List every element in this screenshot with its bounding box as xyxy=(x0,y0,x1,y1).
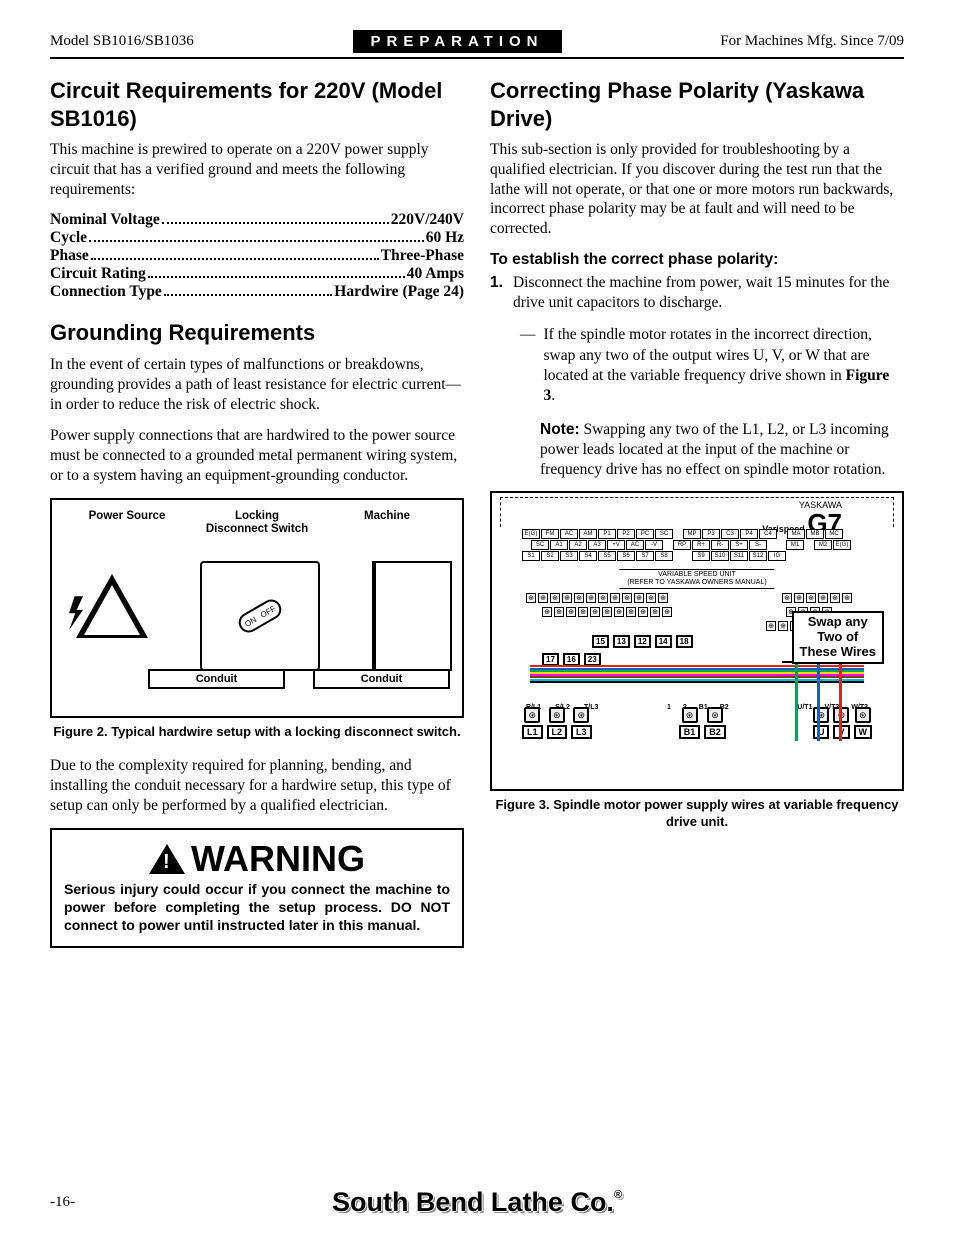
figure-3-caption: Figure 3. Spindle motor power supply wir… xyxy=(490,797,904,830)
conduit-left: Conduit xyxy=(148,669,285,689)
para-phase-intro: This sub-section is only provided for tr… xyxy=(490,140,904,239)
para-ground2: Power supply connections that are hardwi… xyxy=(50,426,464,485)
brand-logo: South Bend Lathe Co.® xyxy=(332,1187,622,1218)
heading-phase: Correcting Phase Polarity (Yaskawa Drive… xyxy=(490,77,904,132)
note-block: Note: Swapping any two of the L1, L2, or… xyxy=(520,420,904,479)
spec-list: Nominal Voltage220V/240V Cycle60 Hz Phas… xyxy=(50,211,464,301)
dash-item: — If the spindle motor rotates in the in… xyxy=(520,325,904,406)
right-column: Correcting Phase Polarity (Yaskawa Drive… xyxy=(490,77,904,948)
warning-heading: WARNING xyxy=(64,838,450,880)
conduit-right: Conduit xyxy=(313,669,450,689)
spec-cycle: Cycle60 Hz xyxy=(50,229,464,247)
figure-3: YASKAWA Varispeed G7 E(G)FMACAMP1P2PCSCM… xyxy=(490,491,904,791)
fig2-label-switch: Locking Disconnect Switch xyxy=(192,510,322,535)
wire-bundle xyxy=(530,665,864,683)
fig2-label-power: Power Source xyxy=(62,510,192,535)
hazard-triangle-icon xyxy=(76,574,148,638)
spec-voltage: Nominal Voltage220V/240V xyxy=(50,211,464,229)
figure-2: Power Source Locking Disconnect Switch M… xyxy=(50,498,464,718)
spec-phase: PhaseThree-Phase xyxy=(50,247,464,265)
heading-circuit-req: Circuit Requirements for 220V (Model SB1… xyxy=(50,77,464,132)
page-header: Model SB1016/SB1036 PREPARATION For Mach… xyxy=(50,30,904,59)
header-section: PREPARATION xyxy=(353,30,562,53)
procedure-list: 1. Disconnect the machine from power, wa… xyxy=(490,273,904,313)
warning-text: Serious injury could occur if you connec… xyxy=(64,880,450,935)
machine-icon xyxy=(372,561,452,671)
spec-conn: Connection TypeHardwire (Page 24) xyxy=(50,283,464,301)
header-model: Model SB1016/SB1036 xyxy=(50,33,194,50)
warning-triangle-icon xyxy=(149,844,185,874)
disconnect-switch-icon: ONOFF xyxy=(200,561,320,671)
warning-box: WARNING Serious injury could occur if yo… xyxy=(50,828,464,949)
subhead-establish: To establish the correct phase polarity: xyxy=(490,251,904,269)
figure-2-caption: Figure 2. Typical hardwire setup with a … xyxy=(50,724,464,740)
terminal-strip: E(G)FMACAMP1P2PCSCMPP3C3P4C4MAMBMC SCA1A… xyxy=(522,529,872,562)
swap-wires-callout: Swap anyTwo ofThese Wires xyxy=(792,611,884,664)
left-column: Circuit Requirements for 220V (Model SB1… xyxy=(50,77,464,948)
para-complexity: Due to the complexity required for plann… xyxy=(50,756,464,815)
fig2-label-machine: Machine xyxy=(322,510,452,535)
para-ground1: In the event of certain types of malfunc… xyxy=(50,355,464,414)
heading-grounding: Grounding Requirements xyxy=(50,319,464,347)
spec-rating: Circuit Rating40 Amps xyxy=(50,265,464,283)
procedure-step-1: 1. Disconnect the machine from power, wa… xyxy=(490,273,904,313)
screw-row-c: ⊕⊕⊕⊕⊕⊕⊕⊕⊕⊕⊕ xyxy=(542,607,672,617)
content-columns: Circuit Requirements for 220V (Model SB1… xyxy=(50,77,904,948)
screw-row-b: ⊕⊕⊕⊕⊕⊕ xyxy=(782,593,852,603)
vsu-label: VARIABLE SPEED UNIT (REFER TO YASKAWA OW… xyxy=(619,569,774,588)
page-number: -16- xyxy=(50,1194,75,1211)
screw-row-a: ⊕⊕⊕⊕⊕⊕⊕⊕⊕⊕⊕⊕ xyxy=(526,593,668,603)
page-footer: -16- South Bend Lathe Co.® xyxy=(50,1194,904,1211)
header-date: For Machines Mfg. Since 7/09 xyxy=(720,33,904,50)
para-intro: This machine is prewired to operate on a… xyxy=(50,140,464,199)
indent-block: — If the spindle motor rotates in the in… xyxy=(490,325,904,479)
